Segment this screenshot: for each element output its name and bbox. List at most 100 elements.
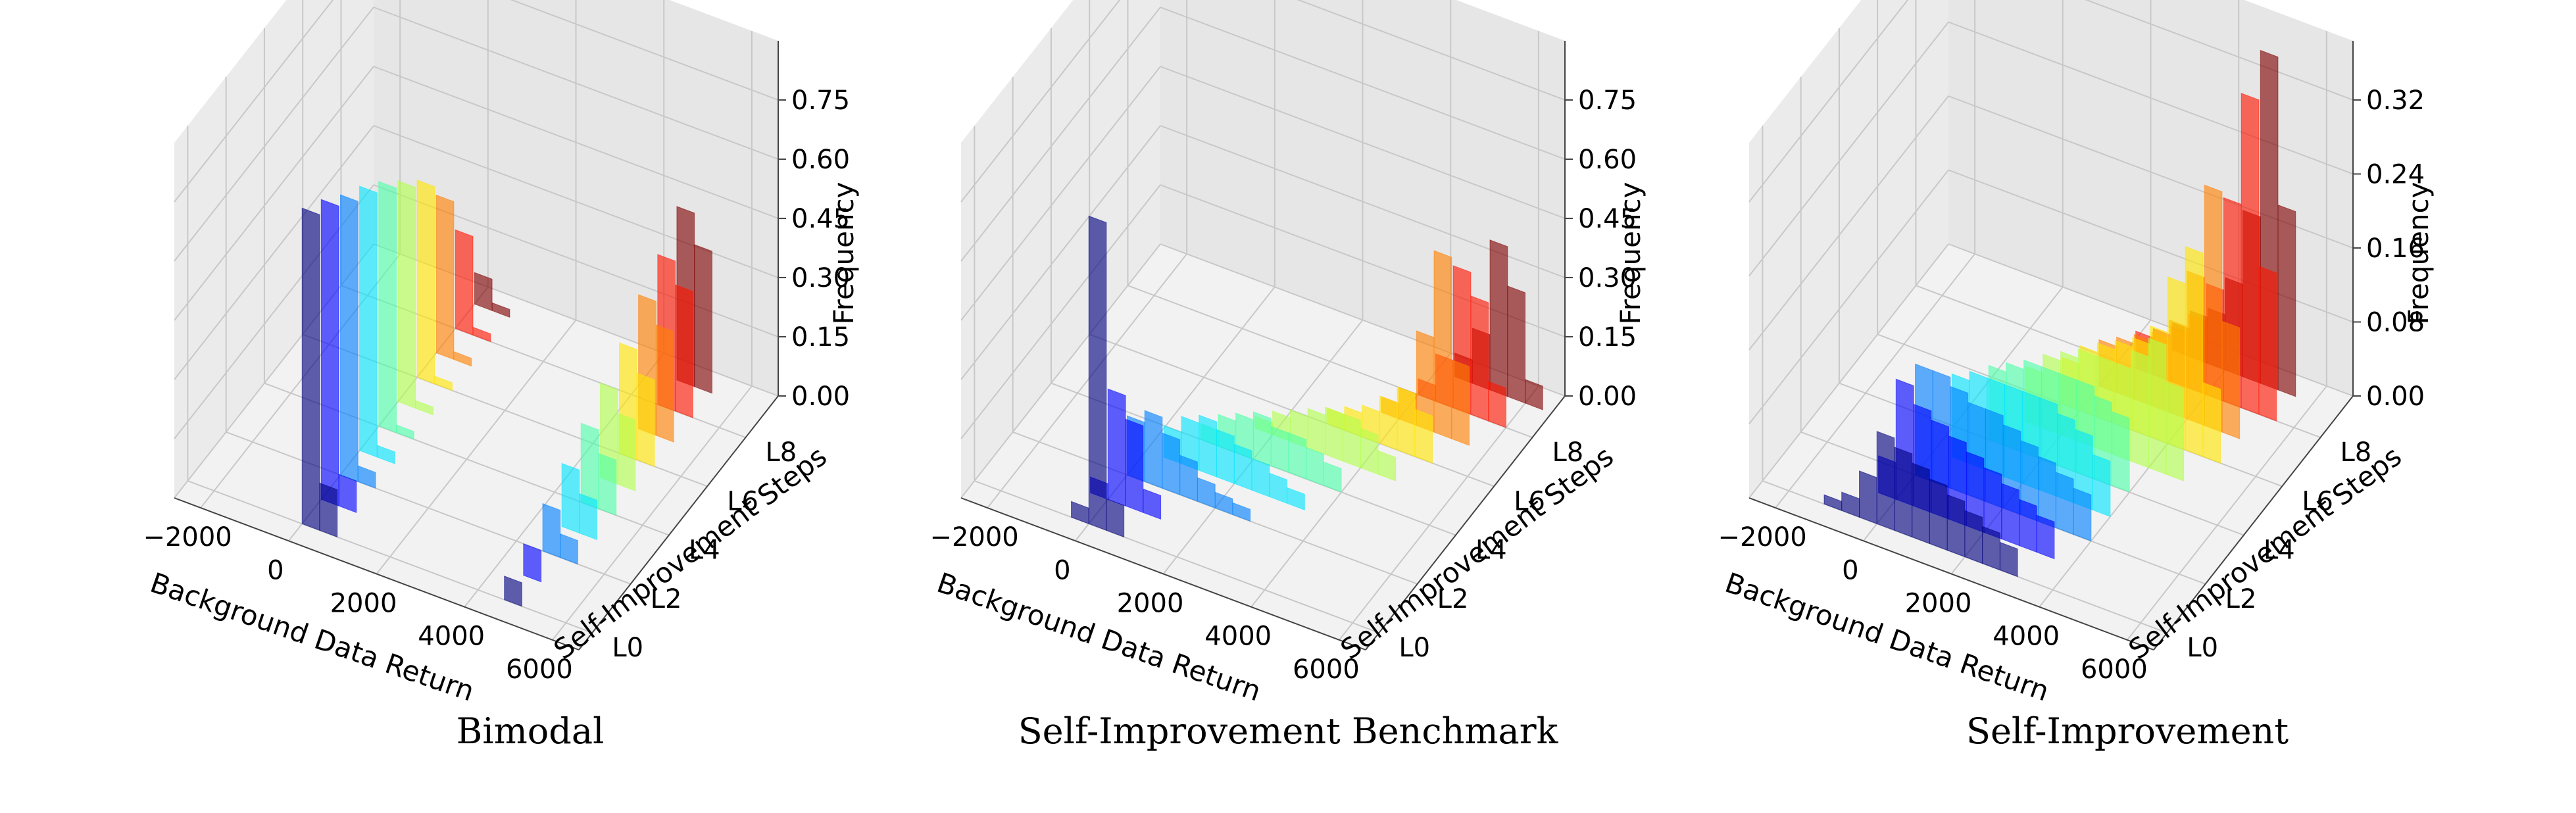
bar-l0	[1912, 462, 1930, 545]
y-axis-line	[2153, 395, 2354, 651]
bar-l6	[1414, 408, 1433, 464]
bar-l5	[2166, 381, 2185, 481]
bar-l2	[1197, 477, 1216, 509]
bar-l4	[378, 181, 397, 433]
z-tick-label: 0.08	[2366, 308, 2425, 338]
z-gridline	[1160, 7, 1566, 160]
y-tick-label: L0	[612, 633, 643, 663]
bar-l0	[1859, 470, 1877, 525]
bar-l7	[655, 324, 674, 443]
bar-l8	[2241, 93, 2260, 415]
z-gridline	[174, 0, 334, 203]
bar-l4	[1288, 432, 1307, 480]
bar-l7	[1433, 250, 1452, 439]
x-tick-label: 0	[267, 555, 284, 585]
z-gridline	[960, 66, 1161, 321]
bar-l2	[2055, 472, 2074, 535]
y-tick-label: L2	[2225, 584, 2257, 614]
x-tick-label: −2000	[929, 522, 1018, 553]
y-tick-label: L4	[2264, 535, 2295, 566]
bar-l2	[1144, 410, 1163, 489]
z-tick-label: 0.30	[791, 263, 850, 293]
z-gridline	[960, 184, 1161, 439]
x-tick-label: 6000	[1293, 654, 1360, 685]
bar-l7	[1451, 359, 1470, 446]
bar-l8	[472, 326, 491, 343]
z-tick-label: 0.15	[791, 322, 850, 353]
bar-l4	[1270, 426, 1289, 473]
bar-l3	[2092, 454, 2111, 518]
bar-l9	[1489, 239, 1508, 397]
bar-l0	[1876, 430, 1895, 531]
bar-l5	[1360, 428, 1379, 475]
z-gridline	[174, 66, 374, 321]
bar-l8	[2258, 266, 2277, 422]
bar-l7	[435, 194, 455, 360]
bar-l6	[1379, 395, 1398, 451]
bar-l3	[1251, 458, 1270, 498]
bar-l9	[491, 302, 510, 318]
z-axis-label: Frequency	[2402, 182, 2435, 325]
bar-l3	[579, 493, 598, 541]
bar-l2	[542, 503, 561, 558]
bar-l2	[1179, 455, 1198, 502]
left-pane	[174, 0, 374, 498]
z-gridline	[1297, 0, 1566, 101]
bar-l8	[1470, 295, 1489, 422]
z-tick-label: 0.32	[2366, 86, 2425, 116]
bar-l1	[2036, 514, 2055, 560]
panel-title: Self-Improvement Benchmark	[1018, 710, 1559, 752]
z-gridline	[373, 66, 779, 219]
bar-l3	[1216, 429, 1235, 484]
z-tick-label: 0.75	[791, 86, 850, 116]
x-tick-label: 0	[1842, 555, 1858, 585]
x-gridline	[2127, 385, 2327, 641]
bar-l5	[1325, 406, 1343, 462]
x-tick-label: 6000	[2081, 654, 2148, 685]
bar-l3	[1269, 472, 1287, 505]
bar-l4	[2111, 410, 2130, 493]
y-tick-label: L8	[1552, 437, 1583, 468]
bar-l5	[2131, 349, 2149, 468]
bar-l1	[320, 199, 339, 506]
z-gridline	[510, 0, 779, 101]
z-tick-label: 0.45	[1578, 204, 1637, 234]
z-gridline	[1748, 0, 1909, 203]
y-tick-label: L6	[727, 486, 758, 516]
bar-l3	[1233, 443, 1252, 491]
x-gridline	[987, 253, 1187, 508]
x-gridline	[1775, 253, 1975, 508]
z-gridline	[1160, 66, 1566, 219]
z-gridline	[1948, 21, 2354, 175]
y-tick-label: L4	[689, 535, 720, 566]
x-tick-label: 2000	[330, 589, 397, 619]
y-tick-label: L8	[2340, 437, 2371, 468]
bar-l6	[416, 179, 435, 385]
bar-l9	[1507, 285, 1525, 404]
panel-title: Self-Improvement	[1966, 710, 2289, 752]
bar-l2	[2073, 487, 2092, 542]
bar-l0	[1982, 526, 2000, 571]
z-gridline	[174, 125, 374, 380]
x-tick-label: 2000	[1905, 589, 1972, 619]
z-axis-label: Frequency	[828, 182, 860, 325]
bar-l2	[560, 533, 578, 565]
bar-l0	[1894, 447, 1913, 538]
bar-l8	[455, 229, 474, 336]
y-axis-line	[1365, 395, 1566, 651]
bar-l2	[1214, 491, 1233, 516]
z-tick-label: 0.16	[2366, 234, 2425, 264]
bar-l0	[319, 482, 338, 538]
bar-l0	[1999, 541, 2018, 578]
bar-l6	[2185, 245, 2204, 457]
bar-l1	[2001, 483, 2019, 547]
z-tick-label: 0.30	[1578, 263, 1637, 293]
bar-l5	[1343, 413, 1361, 468]
bar-l2	[1162, 432, 1181, 495]
z-tick-label: 0.60	[791, 145, 850, 175]
bar-l1	[2019, 499, 2037, 553]
left-pane	[961, 0, 1160, 498]
y-gridline	[187, 480, 593, 633]
y-tick-label: L0	[1399, 633, 1430, 663]
